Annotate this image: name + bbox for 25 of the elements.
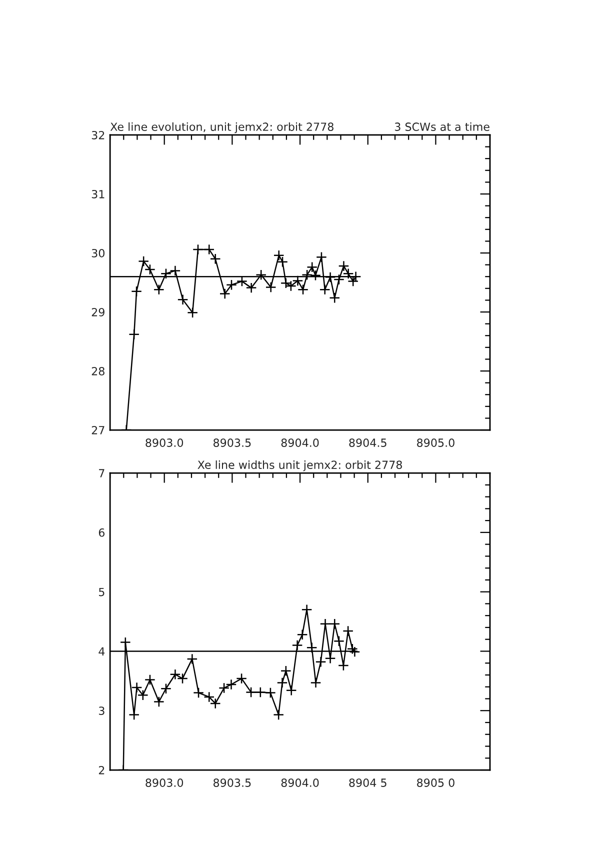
x-tick-label: 8905.0 [417, 438, 454, 447]
y-tick-label: 30 [92, 248, 104, 258]
y-tick-label: 28 [92, 366, 104, 376]
x-tick-label: 8904 5 [349, 778, 386, 787]
chart-title: Xe line widths unit jemx2: orbit 2778 [198, 460, 402, 472]
y-tick-label: 31 [92, 190, 104, 198]
chart-title: Xe line evolution, unit jemx2: orbit 2778 [110, 122, 334, 134]
y-tick-label: 6 [98, 528, 105, 537]
chart-subtitle: 3 SCWs at a time [394, 122, 490, 131]
y-tick-label: 32 [92, 130, 104, 140]
x-tick-label: 8904.0 [281, 778, 319, 787]
y-tick-label: 27 [92, 426, 104, 434]
x-tick-label: 8904.0 [281, 438, 319, 447]
y-tick-label: 7 [99, 469, 104, 478]
x-tick-label: 8904.5 [349, 438, 386, 447]
x-tick-label: 8903.5 [214, 778, 251, 787]
x-tick-label: 8903.0 [146, 438, 184, 447]
y-tick-label: 3 [98, 706, 104, 715]
y-tick-label: 29 [92, 308, 104, 316]
x-tick-label: 8903.5 [214, 438, 251, 447]
y-tick-label: 5 [99, 588, 104, 596]
x-tick-label: 8905 0 [417, 778, 454, 787]
x-tick-label: 8903.0 [146, 778, 184, 787]
y-tick-label: 4 [98, 647, 105, 656]
y-tick-label: 2 [98, 766, 104, 774]
